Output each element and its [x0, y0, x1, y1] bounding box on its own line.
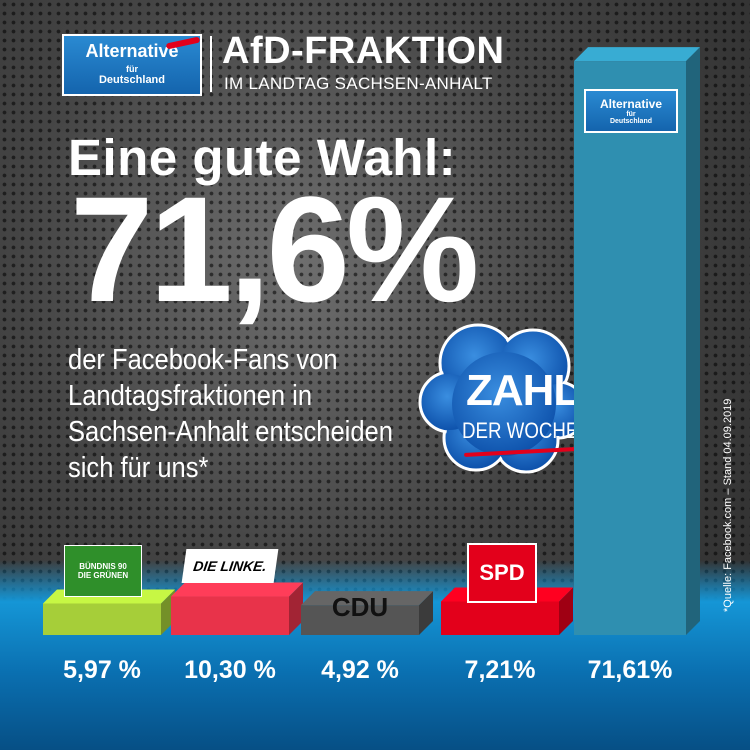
logo-line-3: Deutschland: [98, 74, 165, 86]
logo-line-1: Alternative: [85, 41, 179, 61]
bar-front: [574, 61, 686, 635]
party-logo-text: Alternative: [599, 97, 663, 112]
party-logo-0: BÜNDNIS 90 DIE GRÜNEN: [64, 545, 142, 598]
badge-subtitle: DER WOCHE: [462, 418, 579, 443]
party-logo-text: SPD: [479, 560, 525, 586]
value-label-3: 7,21%: [464, 656, 536, 684]
value-label-4: 71,61%: [587, 656, 673, 684]
party-logo-text: DIE LINKE.: [192, 557, 268, 574]
badge-title: ZAHL: [466, 366, 580, 415]
value-label-1: 10,30 %: [184, 656, 276, 684]
party-logo-text: DIE GRÜNEN: [77, 571, 129, 581]
bar-front: [441, 601, 559, 635]
value-label-0: 5,97 %: [63, 656, 141, 684]
bar-4: [574, 47, 700, 635]
bar-1: [171, 582, 303, 635]
big-number: 71,6%: [70, 165, 479, 333]
party-logo-text: Deutschland: [609, 118, 652, 126]
bar-front: [43, 603, 161, 635]
subtext-line: der Facebook-Fans von: [68, 344, 338, 376]
bar-side: [559, 587, 573, 635]
party-logo-3: SPD: [467, 543, 537, 604]
bar-top: [574, 47, 700, 62]
subtext-line: Landtagsfraktionen in: [68, 380, 313, 412]
subtext: der Facebook-Fans von Landtagsfraktionen…: [68, 342, 402, 486]
subtext-line: sich für uns*: [68, 452, 209, 484]
bar-front: [171, 596, 289, 635]
bar-top: [301, 591, 433, 606]
headline: Eine gute Wahl:: [68, 129, 457, 186]
party-logo-text: CDU: [331, 591, 389, 622]
fraktion-subtitle: IM LANDTAG SACHSEN-ANHALT: [224, 74, 493, 93]
party-logo-text: BÜNDNIS 90: [79, 562, 127, 572]
bar-top: [171, 582, 303, 597]
bar-front: [301, 605, 419, 635]
party-logo-1: DIE LINKE.: [181, 548, 279, 583]
afd-logo: Alternative für Deutschland: [62, 34, 202, 96]
bar-side: [686, 47, 700, 635]
bar-side: [419, 591, 433, 635]
party-logo-4: Alternative für Deutschland: [584, 89, 678, 134]
value-label-2: 4,92 %: [321, 656, 399, 684]
party-logo-2: CDU: [316, 591, 404, 622]
bar-side: [289, 582, 303, 635]
fraktion-title: AfD-FRAKTION: [222, 30, 505, 72]
header-divider: [210, 36, 212, 92]
bar-2: [301, 591, 433, 635]
logo-line-2: für: [126, 64, 138, 74]
party-logo-text: für: [626, 111, 636, 119]
subtext-line: Sachsen-Anhalt entscheiden: [68, 416, 393, 448]
